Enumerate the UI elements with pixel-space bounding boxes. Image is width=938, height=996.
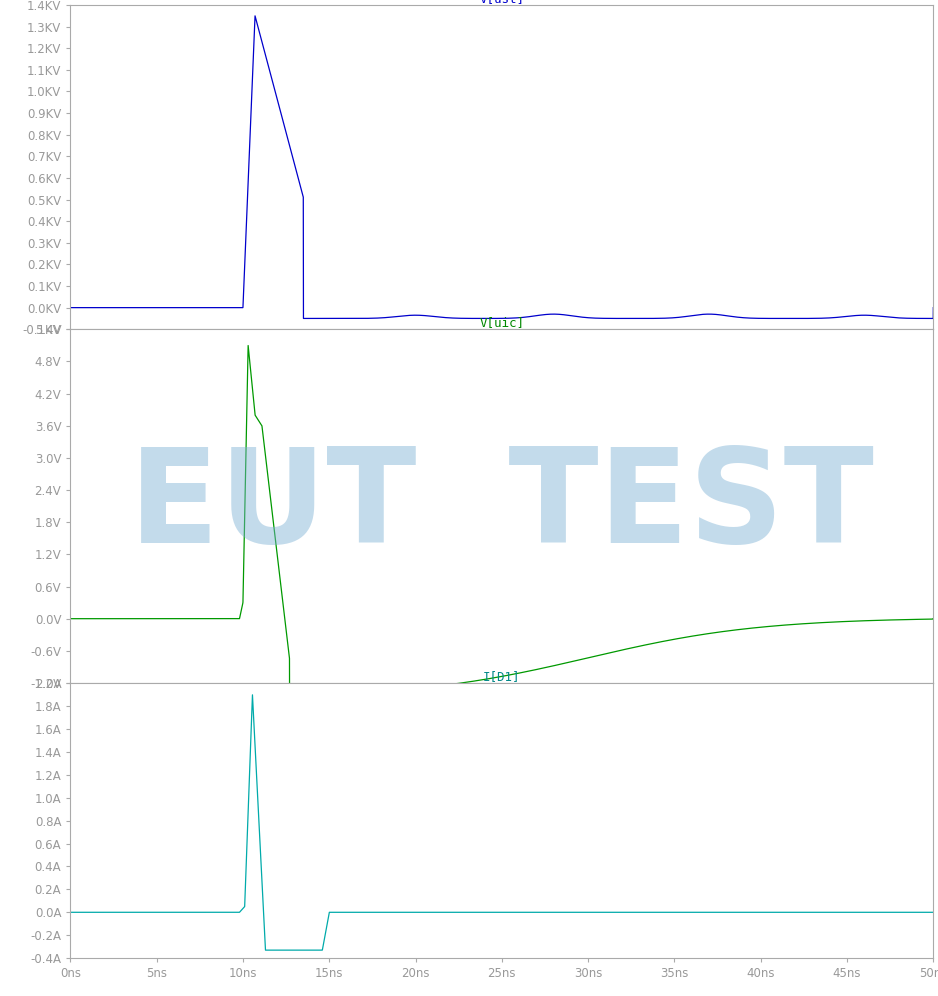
Title: I[D1]: I[D1] bbox=[483, 670, 521, 683]
Text: EUT  TEST: EUT TEST bbox=[129, 442, 874, 570]
Title: V[ust]: V[ust] bbox=[479, 0, 524, 5]
Title: V[uic]: V[uic] bbox=[479, 317, 524, 330]
